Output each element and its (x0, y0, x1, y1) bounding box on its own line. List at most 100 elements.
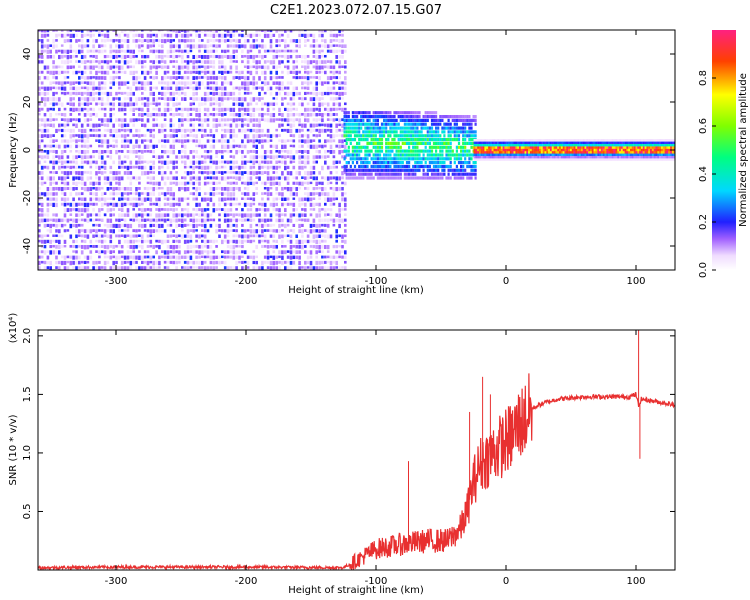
heatmap-cell (149, 218, 153, 223)
heatmap-cell (258, 91, 261, 96)
heatmap-cell (232, 102, 236, 106)
heatmap-cell (38, 160, 41, 165)
heatmap-cell (229, 176, 233, 179)
heatmap-cell (360, 126, 363, 130)
heatmap-cell (172, 250, 175, 254)
heatmap-cell (372, 141, 375, 145)
heatmap-cell (246, 187, 250, 191)
heatmap-cell (275, 65, 278, 70)
heatmap-cell (43, 102, 47, 107)
heatmap-cell (335, 107, 338, 111)
heatmap-cell (378, 157, 382, 161)
heatmap-cell (141, 30, 144, 32)
heatmap-cell (504, 141, 507, 144)
heatmap-cell (63, 229, 67, 233)
heatmap-cell (146, 118, 150, 123)
heatmap-cell (376, 161, 379, 165)
heatmap-cell (364, 130, 367, 134)
heatmap-cell (55, 102, 58, 106)
heatmap-cell (203, 76, 207, 79)
heatmap-cell (72, 223, 75, 228)
heatmap-cell (462, 126, 465, 130)
heatmap-cell (266, 155, 270, 159)
heatmap-cell (235, 239, 238, 244)
heatmap-cell (212, 218, 216, 222)
heatmap-cell (40, 33, 44, 38)
heatmap-cell (40, 165, 44, 170)
heatmap-cell (209, 134, 213, 137)
heatmap-cell (172, 202, 175, 207)
heatmap-cell (426, 164, 429, 169)
heatmap-cell (186, 65, 190, 70)
heatmap-cell (383, 118, 386, 122)
heatmap-cell (143, 30, 147, 32)
heatmap-cell (435, 126, 438, 130)
heatmap-cell (226, 192, 230, 197)
heatmap-cell (52, 150, 55, 153)
heatmap-cell (123, 33, 127, 37)
heatmap-cell (238, 218, 241, 222)
heatmap-cell (40, 81, 44, 85)
heatmap-cell (178, 123, 181, 128)
heatmap-cell (221, 65, 224, 69)
heatmap-cell (80, 181, 84, 186)
heatmap-cell (141, 155, 144, 160)
heatmap-cell (155, 113, 158, 117)
heatmap-cell (232, 39, 236, 42)
heatmap-cell (112, 55, 115, 59)
heatmap-cell (106, 60, 110, 65)
heatmap-cell (255, 181, 258, 185)
heatmap-cell (249, 150, 253, 153)
heatmap-cell (489, 158, 492, 161)
heatmap-cell (489, 153, 492, 156)
heatmap-cell (52, 44, 55, 49)
heatmap-cell (326, 49, 330, 53)
heatmap-cell (301, 102, 304, 107)
heatmap-cell (198, 60, 201, 64)
heatmap-cell (158, 202, 161, 208)
heatmap-cell (326, 250, 330, 253)
heatmap-cell (306, 176, 310, 180)
heatmap-cell (470, 130, 473, 134)
heatmap-cell (246, 128, 250, 132)
heatmap-cell (189, 218, 193, 222)
heatmap-cell (209, 171, 213, 174)
heatmap-cell (98, 102, 101, 105)
heatmap-cell (298, 229, 301, 233)
heatmap-cell (123, 30, 127, 32)
heatmap-cell (46, 107, 50, 112)
heatmap-cell (192, 223, 195, 229)
heatmap-cell (143, 102, 147, 107)
heatmap-cell (232, 86, 236, 91)
heatmap-cell (146, 144, 150, 149)
heatmap-cell (143, 65, 147, 69)
heatmap-cell (286, 150, 290, 154)
heatmap-cell (341, 49, 344, 54)
heatmap-cell (100, 134, 104, 137)
heatmap-cell (315, 155, 318, 159)
heatmap-cell (284, 65, 287, 69)
heatmap-cell (258, 30, 261, 32)
heatmap-cell (98, 208, 101, 213)
heatmap-cell (192, 102, 195, 106)
heatmap-cell (243, 113, 247, 116)
heatmap-cell (149, 128, 153, 134)
heatmap-cell (83, 70, 87, 74)
heatmap-cell (477, 141, 480, 144)
heatmap-cell (103, 118, 107, 122)
heatmap-cell (243, 44, 247, 49)
heatmap-cell (278, 76, 281, 79)
heatmap-cell (408, 176, 411, 180)
heatmap-cell (278, 229, 281, 233)
heatmap-cell (38, 60, 41, 64)
heatmap-cell (183, 128, 187, 133)
heatmap-cell (301, 202, 304, 206)
heatmap-cell (112, 160, 115, 165)
heatmap-cell (284, 266, 287, 270)
heatmap-cell (195, 197, 198, 201)
heatmap-cell (468, 161, 471, 165)
heatmap-cell (181, 55, 184, 60)
heatmap-cell (324, 155, 327, 159)
heatmap-cell (66, 144, 70, 148)
heatmap-cell (306, 187, 310, 191)
